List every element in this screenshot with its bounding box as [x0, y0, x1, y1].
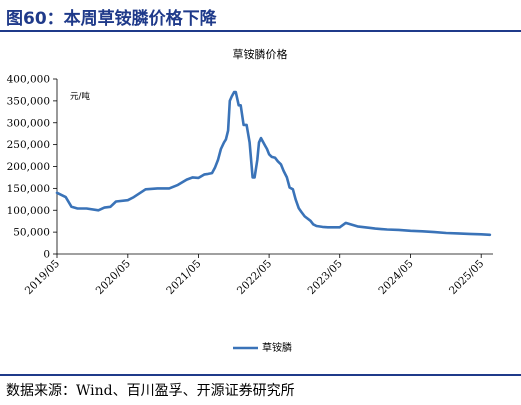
plot-lines — [55, 90, 492, 237]
x-tick-label: 2020/05 — [94, 258, 133, 297]
bottom-rule — [0, 374, 521, 376]
y-tick-label: 300,000 — [7, 117, 50, 129]
x-tick-label: 2024/05 — [376, 258, 415, 297]
series-line — [55, 90, 492, 237]
y-tick-label: 150,000 — [7, 183, 50, 195]
y-tick-label: 350,000 — [7, 95, 50, 107]
y-tick-label: 50,000 — [13, 227, 50, 239]
legend: 草铵膦 — [233, 341, 292, 354]
x-tick-label: 2021/05 — [164, 258, 203, 297]
x-axis: 2019/05 2020/05 2021/05 2022/05 2023/05 2024/… — [23, 253, 493, 297]
legend-label: 草铵膦 — [262, 341, 292, 354]
unit-label: 元/吨 — [70, 91, 90, 102]
y-tick-label: 0 — [43, 249, 50, 261]
y-tick-label: 200,000 — [7, 161, 50, 173]
y-tick-label: 250,000 — [7, 139, 50, 151]
line-chart: 草铵膦价格 元/吨 0 50,000 100,000 150,000 200,000 25… — [7, 47, 493, 354]
x-tick-label: 2019/05 — [23, 258, 62, 297]
y-axis: 0 50,000 100,000 150,000 200,000 250,000 300,0… — [7, 74, 58, 261]
chart-title: 草铵膦价格 — [233, 47, 288, 61]
x-tick-label: 2023/05 — [306, 258, 345, 297]
top-rule — [0, 30, 521, 32]
x-tick-label: 2025/05 — [447, 258, 486, 297]
chart-title-group: 草铵膦价格 — [233, 47, 288, 61]
y-tick-label: 400,000 — [7, 74, 50, 86]
figure-title: 图60：本周草铵膦价格下降 — [6, 9, 217, 29]
y-tick-label: 100,000 — [7, 205, 50, 217]
x-tick-label: 2022/05 — [235, 258, 274, 297]
source-note: 数据来源：Wind、百川盈孚、开源证券研究所 — [6, 383, 295, 399]
